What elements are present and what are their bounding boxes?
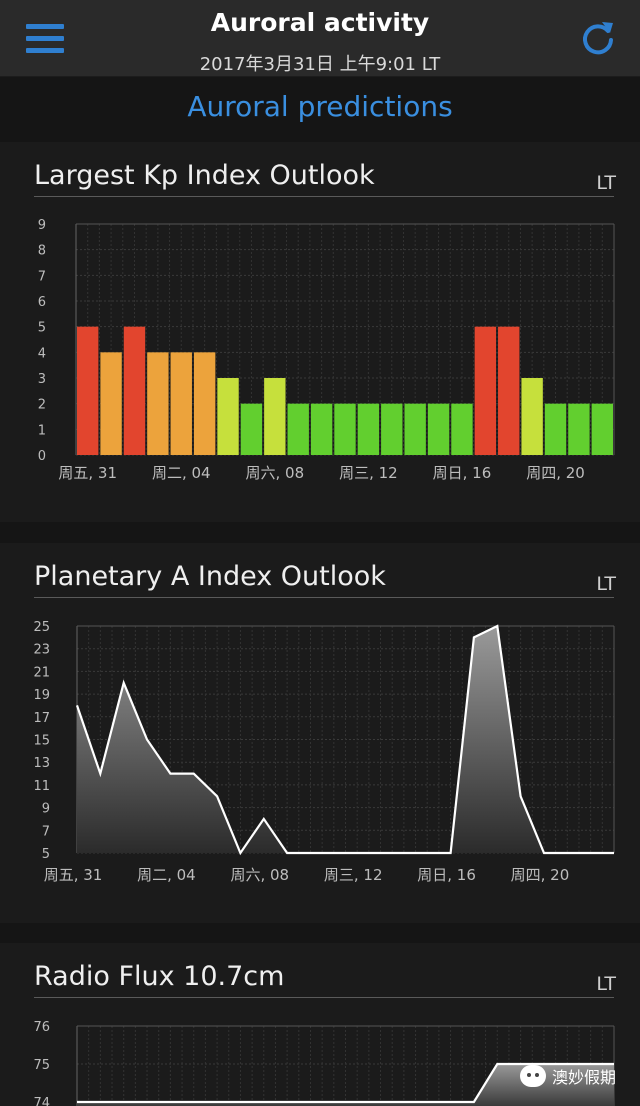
kp-bar [544,403,567,455]
refresh-icon[interactable] [578,18,618,58]
a-y-tick: 11 [33,779,50,794]
page-title: Auroral activity [210,8,430,37]
kp-x-tick: 周六, 08 [246,464,305,482]
kp-x-tick: 周五, 31 [58,464,117,482]
a-y-tick: 25 [33,620,50,635]
kp-y-tick: 6 [38,295,46,310]
a-y-tick: 21 [33,665,50,680]
watermark-text: 澳妙假期 [552,1068,617,1087]
kp-bar [240,403,263,455]
kp-y-tick: 7 [38,269,46,284]
radio-card-timezone: LT [596,973,616,995]
kp-bar [217,378,239,455]
a-x-tick: 周六, 08 [230,866,289,884]
radio-area-fill [77,1064,614,1106]
kp-bar [123,326,146,455]
radio-y-tick: 76 [33,1020,50,1035]
a-y-tick: 15 [33,734,50,749]
kp-bar [264,378,286,455]
kp-bar [147,352,169,455]
radio-card-title: Radio Flux 10.7cm [34,961,285,992]
kp-bar [310,403,333,455]
chat-bubble-icon [520,1065,546,1087]
kp-card-timezone: LT [596,172,616,194]
radio-y-tick: 75 [33,1058,50,1073]
watermark: 澳妙假期 [520,1058,616,1094]
kp-y-tick: 5 [38,321,46,336]
a-x-tick: 周五, 31 [44,866,103,884]
kp-bar [451,403,473,455]
kp-card-divider [34,196,614,197]
a-y-tick: 5 [42,847,50,862]
a-y-tick: 9 [42,802,50,817]
kp-bar [591,403,613,455]
radio-y-tick: 74 [33,1096,50,1106]
kp-bar [381,403,403,455]
kp-x-tick: 周三, 12 [339,464,398,482]
a-y-tick: 7 [42,824,50,839]
a-x-tick: 周四, 20 [511,866,570,884]
a-card: Planetary A Index Outlook LT 5 7 9 11 13 15 17… [0,543,640,923]
kp-bar [474,326,497,455]
kp-bar [404,403,426,455]
kp-y-tick: 9 [38,218,46,233]
kp-x-tick: 周四, 20 [526,464,585,482]
kp-bar [170,352,192,455]
kp-bar [100,352,122,455]
a-x-tick: 周二, 04 [137,866,196,884]
kp-bar [287,403,309,455]
a-card-divider [34,597,614,598]
kp-y-tick: 8 [38,244,46,259]
kp-bar [193,352,216,455]
kp-card-title: Largest Kp Index Outlook [34,160,375,191]
kp-bar [334,403,356,455]
a-y-tick: 17 [33,711,50,726]
a-y-tick: 23 [33,643,50,658]
kp-y-tick: 0 [38,449,46,464]
kp-bar [521,378,543,455]
kp-y-tick: 4 [38,346,46,361]
kp-y-tick: 1 [38,423,46,438]
radio-chart: 76 75 74 [33,1020,615,1106]
kp-bar [357,403,380,455]
kp-chart: 0 1 2 3 4 5 6 7 8 9 周五, 31 周二, 04 周六, 08 周三, 12 周日, 16… [38,218,615,482]
radio-card-divider [34,997,614,998]
kp-bar [77,326,99,455]
radio-series-line [77,1062,614,1104]
kp-x-tick: 周二, 04 [152,464,211,482]
kp-y-tick: 3 [38,372,46,387]
kp-bar [568,403,590,455]
a-chart: 5 7 9 11 13 15 17 19 21 23 25 周五, 31 周二, 04 周六, 08 周三,… [33,620,615,884]
a-y-tick: 19 [33,688,50,703]
section-heading: Auroral predictions [187,90,453,123]
a-card-title: Planetary A Index Outlook [34,561,386,592]
a-y-tick: 13 [33,756,50,771]
top-bar: Auroral activity 2017年3月31日 上午9:01 LT [0,0,640,77]
kp-x-tick: 周日, 16 [433,464,492,482]
a-card-timezone: LT [596,573,616,595]
a-x-tick: 周日, 16 [417,866,476,884]
kp-bar [498,326,520,455]
a-area-fill [77,626,614,853]
page-subtitle-timestamp: 2017年3月31日 上午9:01 LT [199,54,441,75]
kp-card: Largest Kp Index Outlook LT 0 1 2 3 4 5 6 7 8 9 周五… [0,142,640,522]
hamburger-menu-icon[interactable] [26,24,64,54]
kp-bar [427,403,450,455]
a-x-tick: 周三, 12 [324,866,383,884]
a-series-line [75,624,614,856]
kp-y-tick: 2 [38,398,46,413]
